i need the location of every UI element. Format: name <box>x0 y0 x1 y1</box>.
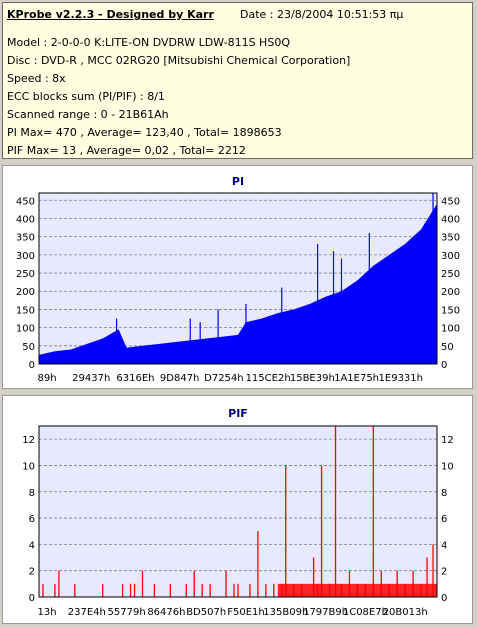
x-tick-label: 135B09h <box>263 607 308 618</box>
drive-model: Model : 2-0-0-0 K:LITE-ON DVDRW LDW-811S… <box>7 36 290 49</box>
x-tick-label: 9D847h <box>160 373 200 384</box>
x-tick-label: 13h <box>37 607 56 618</box>
y-tick-label-right: 12 <box>441 435 454 446</box>
y-tick-label-right: 400 <box>441 214 460 225</box>
y-tick-label-right: 350 <box>441 233 460 244</box>
y-tick-label-left: 400 <box>16 214 35 225</box>
y-tick-label-left: 50 <box>22 342 35 353</box>
x-tick-label: 55779h <box>108 607 146 618</box>
y-tick-label-left: 12 <box>22 435 35 446</box>
y-tick-label-right: 100 <box>441 324 460 335</box>
y-tick-label-right: 200 <box>441 287 460 298</box>
x-tick-label: 115CE2h <box>246 373 291 384</box>
pif-chart: PIF 0 0 2 2 4 4 6 6 8 8 10 10 12 12 13h 237E4h 55779h 8647… <box>22 407 454 618</box>
y-tick-label-right: 2 <box>441 567 447 578</box>
x-tick-label: D7254h <box>204 373 244 384</box>
y-tick-label-right: 6 <box>441 514 447 525</box>
x-tick-label: 20B013h <box>383 607 428 618</box>
y-tick-label-left: 0 <box>29 593 35 604</box>
y-tick-label-left: 350 <box>16 233 35 244</box>
y-tick-label-left: 8 <box>29 488 35 499</box>
pi-area-series <box>39 203 437 364</box>
y-tick-label-right: 10 <box>441 461 454 472</box>
y-tick-label-right: 8 <box>441 488 447 499</box>
scanned-range: Scanned range : 0 - 21B61Ah <box>7 108 169 121</box>
x-tick-label: 15BE39h <box>290 373 335 384</box>
pif-summary: PIF Max= 13 , Average= 0,02 , Total= 221… <box>7 144 246 157</box>
y-tick-label-left: 300 <box>16 251 35 262</box>
info-panel: KProbe v2.2.3 - Designed by Karr Date : … <box>2 2 473 159</box>
pif-chart-panel: PIF 0 0 2 2 4 4 6 6 8 8 10 10 12 12 13h 237E4h 55779h 8647… <box>2 395 473 624</box>
disc-info: Disc : DVD-R , MCC 02RG20 [Mitsubishi Ch… <box>7 54 351 67</box>
x-tick-label: 29437h <box>72 373 110 384</box>
x-tick-label: 6316Eh <box>116 373 154 384</box>
y-tick-label-right: 4 <box>441 540 447 551</box>
x-tick-label: 1E9331h <box>379 373 423 384</box>
y-tick-label-left: 450 <box>16 196 35 207</box>
plot-border <box>38 425 438 598</box>
x-tick-label: 1A1E75h <box>334 373 379 384</box>
x-tick-label: 86476h <box>147 607 185 618</box>
y-tick-label-left: 100 <box>16 324 35 335</box>
chart-title: PIF <box>228 407 248 420</box>
pi-chart-panel: PI 0 0 50 50 100 100 150 150 200 200 250 250 300 300 35… <box>2 165 473 389</box>
chart-title: PI <box>232 175 244 188</box>
x-tick-label: BD507h <box>186 607 226 618</box>
y-tick-label-left: 4 <box>29 540 35 551</box>
y-tick-label-left: 2 <box>29 567 35 578</box>
y-tick-label-right: 0 <box>441 593 447 604</box>
y-tick-label-right: 250 <box>441 269 460 280</box>
pi-chart: PI 0 0 50 50 100 100 150 150 200 200 250 250 300 300 35… <box>16 175 460 384</box>
y-tick-label-left: 150 <box>16 305 35 316</box>
pi-summary: PI Max= 470 , Average= 123,40 , Total= 1… <box>7 126 282 139</box>
y-tick-label-left: 10 <box>22 461 35 472</box>
ecc-blocks-sum: ECC blocks sum (PI/PIF) : 8/1 <box>7 90 165 103</box>
y-tick-label-left: 200 <box>16 287 35 298</box>
speed-info: Speed : 8x <box>7 72 66 85</box>
y-tick-label-left: 0 <box>29 360 35 371</box>
x-tick-label: F50E1h <box>227 607 265 618</box>
x-tick-label: 89h <box>37 373 56 384</box>
y-tick-label-right: 300 <box>441 251 460 262</box>
plot-border <box>38 192 438 365</box>
y-tick-label-right: 50 <box>441 342 454 353</box>
pif-baseline-band <box>277 583 437 597</box>
plot-area <box>38 425 438 598</box>
y-tick-label-right: 0 <box>441 360 447 371</box>
y-tick-label-right: 150 <box>441 305 460 316</box>
x-tick-label: 1C08E7h <box>343 607 388 618</box>
app-title: KProbe v2.2.3 - Designed by Karr <box>7 8 214 21</box>
x-tick-label: 237E4h <box>68 607 106 618</box>
y-tick-label-left: 6 <box>29 514 35 525</box>
y-tick-label-left: 250 <box>16 269 35 280</box>
scan-date: Date : 23/8/2004 10:51:53 πμ <box>240 8 404 21</box>
x-tick-label: 1797B9h <box>303 607 348 618</box>
y-tick-label-right: 450 <box>441 196 460 207</box>
